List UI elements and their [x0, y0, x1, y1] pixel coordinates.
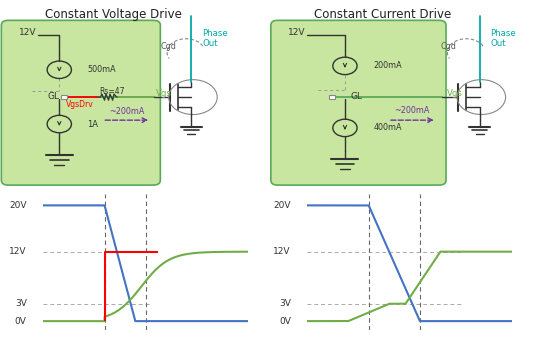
FancyBboxPatch shape — [271, 20, 446, 185]
Text: 500mA: 500mA — [87, 65, 116, 74]
Text: GL: GL — [350, 92, 362, 101]
Text: ~200mA: ~200mA — [395, 106, 430, 115]
Text: VgsDrv: VgsDrv — [66, 100, 93, 109]
Text: Cgd: Cgd — [441, 42, 457, 51]
Text: 0V: 0V — [279, 317, 291, 326]
FancyBboxPatch shape — [1, 20, 161, 185]
Text: 12V: 12V — [9, 247, 27, 256]
Text: 12V: 12V — [288, 29, 306, 37]
Text: Constant Voltage Drive: Constant Voltage Drive — [45, 8, 182, 21]
Text: Constant Current Drive: Constant Current Drive — [314, 8, 451, 21]
Text: 200mA: 200mA — [373, 62, 402, 70]
Text: Phase
Out: Phase Out — [202, 29, 228, 49]
Text: Cgd: Cgd — [161, 42, 176, 51]
Text: Rs=47: Rs=47 — [99, 87, 125, 96]
Text: Phase
Out: Phase Out — [490, 29, 516, 49]
Text: GL: GL — [47, 92, 59, 101]
Text: 0V: 0V — [15, 317, 27, 326]
Text: 12V: 12V — [19, 29, 36, 37]
Text: ~200mA: ~200mA — [109, 107, 144, 116]
Text: 3V: 3V — [15, 299, 27, 308]
Text: 20V: 20V — [9, 201, 27, 210]
Bar — [329, 95, 335, 99]
Text: Vgs: Vgs — [156, 89, 172, 99]
Text: 1A: 1A — [87, 120, 99, 129]
Text: Vgs: Vgs — [447, 89, 463, 99]
Bar — [60, 95, 67, 99]
Text: 20V: 20V — [273, 201, 291, 210]
Text: 12V: 12V — [273, 247, 291, 256]
Text: 400mA: 400mA — [373, 123, 402, 132]
Text: 3V: 3V — [279, 299, 291, 308]
